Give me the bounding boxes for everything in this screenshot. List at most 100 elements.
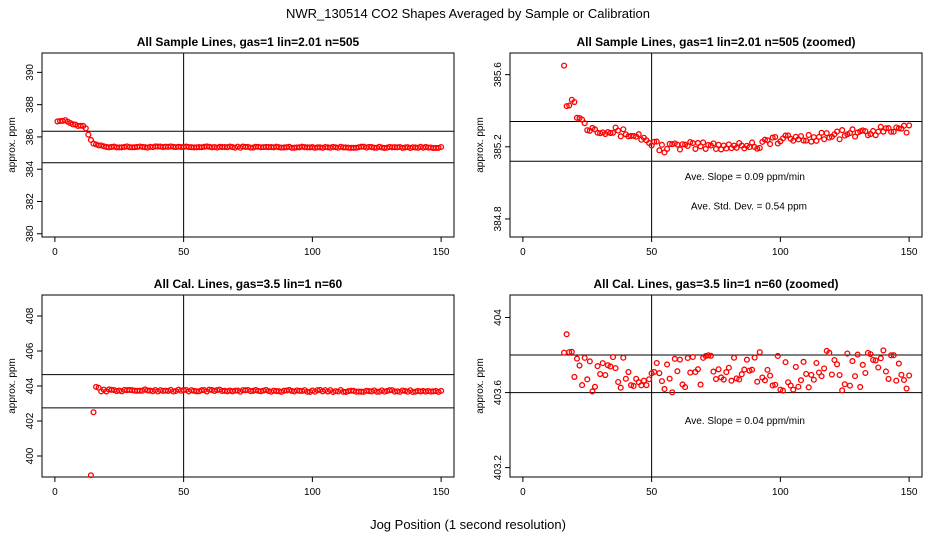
data-point <box>710 368 717 375</box>
x-tick-label: 0 <box>52 247 58 258</box>
x-tick-label: 150 <box>433 487 450 498</box>
data-point <box>875 128 882 135</box>
data-point <box>581 120 588 127</box>
plot-frame <box>41 294 455 478</box>
y-tick-label: 388 <box>25 96 36 113</box>
plot-frame <box>41 52 455 238</box>
data-point <box>813 359 820 367</box>
data-point <box>692 145 699 152</box>
y-tick-label: 406 <box>25 342 36 359</box>
data-point <box>589 388 596 395</box>
data-point <box>867 351 874 358</box>
data-point <box>805 384 812 391</box>
y-tick-label: 404 <box>493 309 504 326</box>
data-point <box>563 331 570 338</box>
data-point <box>607 129 614 137</box>
y-axis-label: approx. ppm <box>475 117 486 173</box>
panel-title: All Cal. Lines, gas=3.5 lin=1 n=60 <box>154 277 343 291</box>
data-point <box>656 147 663 154</box>
data-point <box>579 382 586 389</box>
data-point <box>893 377 900 384</box>
data-point <box>635 131 642 138</box>
data-point <box>764 366 771 373</box>
data-point <box>625 368 632 376</box>
data-point <box>769 134 776 141</box>
data-point <box>738 371 745 378</box>
data-point <box>800 137 807 144</box>
data-point <box>671 355 678 362</box>
x-tick-label: 150 <box>901 487 918 498</box>
data-point <box>774 352 781 360</box>
data-point <box>882 125 889 132</box>
data-point <box>666 375 673 382</box>
data-point <box>597 371 604 378</box>
data-point <box>581 354 588 361</box>
data-point <box>903 385 910 392</box>
data-point <box>862 128 869 135</box>
data-point <box>862 369 869 377</box>
data-point <box>800 358 807 365</box>
x-tick-label: 100 <box>772 487 789 498</box>
data-point <box>576 362 583 369</box>
data-point <box>687 369 694 376</box>
data-point <box>849 358 856 365</box>
x-tick-label: 50 <box>178 487 190 498</box>
x-tick-label: 50 <box>646 487 658 498</box>
data-point <box>844 350 851 357</box>
data-point <box>720 376 727 383</box>
data-point <box>797 133 805 140</box>
data-point <box>198 387 205 394</box>
data-point <box>885 375 892 382</box>
data-point <box>754 378 761 385</box>
data-point <box>906 372 913 379</box>
data-point <box>571 373 578 380</box>
data-point <box>615 127 622 134</box>
data-point <box>664 145 671 152</box>
x-tick-label: 50 <box>646 247 658 258</box>
data-point <box>674 368 681 375</box>
data-point <box>761 136 768 143</box>
data-point <box>694 366 702 373</box>
data-point <box>661 385 668 393</box>
data-point <box>859 361 866 368</box>
data-point <box>684 354 691 362</box>
data-point <box>85 131 92 138</box>
data-point <box>839 387 846 394</box>
data-point <box>833 361 841 368</box>
y-tick-label: 384 <box>25 160 36 177</box>
plot-frame <box>509 52 923 238</box>
data-point <box>833 128 841 135</box>
data-point <box>676 146 683 153</box>
data-point <box>77 122 84 129</box>
plot-frame <box>509 294 923 478</box>
y-tick-label: 408 <box>25 307 36 324</box>
data-point <box>792 363 799 370</box>
panel-title: All Cal. Lines, gas=3.5 lin=1 n=60 (zoom… <box>593 277 838 291</box>
data-point <box>645 376 653 383</box>
data-point <box>573 114 580 121</box>
data-point <box>712 376 720 383</box>
annotation-text: Ave. Slope = 0.09 ppm/min <box>685 172 805 183</box>
data-point <box>622 375 629 382</box>
data-point <box>640 377 647 384</box>
data-point <box>839 127 846 134</box>
y-tick-label: 403.6 <box>493 380 504 405</box>
data-point <box>756 144 763 151</box>
data-point <box>386 387 393 394</box>
y-tick-label: 404 <box>25 377 36 394</box>
data-point <box>571 98 578 106</box>
data-point <box>875 364 882 371</box>
data-point <box>815 133 823 140</box>
data-point <box>615 378 622 386</box>
data-point <box>808 371 815 378</box>
data-point <box>818 129 825 136</box>
data-point <box>826 349 833 356</box>
data-point <box>257 388 264 395</box>
data-point <box>767 140 774 148</box>
data-point <box>725 364 732 371</box>
y-axis-label: approx. ppm <box>7 358 18 414</box>
data-point <box>602 371 609 379</box>
data-point <box>584 376 591 383</box>
data-point <box>882 368 889 375</box>
